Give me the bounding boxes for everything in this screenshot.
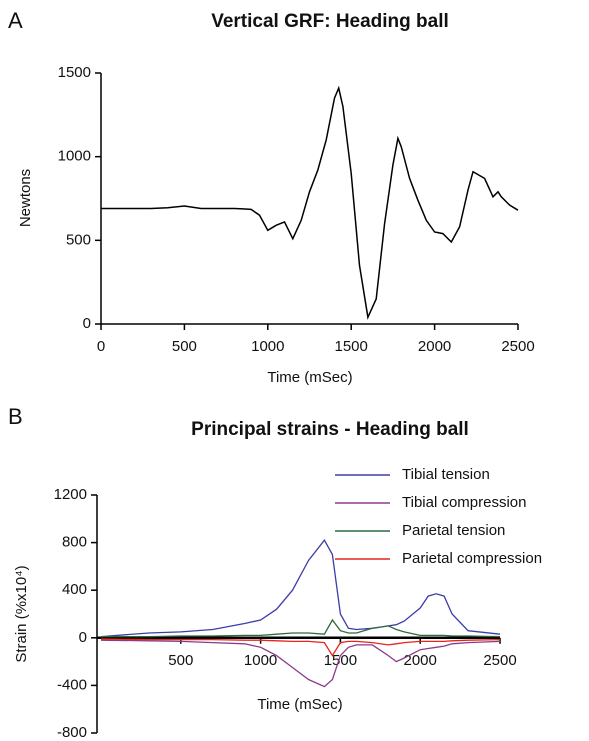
data-line — [100, 639, 501, 688]
y-tick-label: 500 — [66, 231, 91, 248]
chart-title: Principal strains - Heading ball — [191, 419, 469, 440]
data-line — [101, 618, 501, 638]
y-tick-label: 800 — [62, 534, 87, 551]
legend-label: Parietal compression — [402, 550, 542, 567]
y-tick-label: 1500 — [58, 64, 91, 81]
legend-label: Tibial tension — [402, 466, 490, 483]
x-tick-label: 2000 — [404, 652, 437, 669]
x-tick-label: 2500 — [483, 652, 516, 669]
data-line — [101, 85, 519, 320]
x-tick-label: 2000 — [418, 338, 451, 355]
y-tick-label: -800 — [57, 724, 87, 741]
y-axis-label: Newtons — [17, 169, 34, 227]
panel-label: B — [8, 404, 23, 429]
x-tick-label: 0 — [97, 338, 105, 355]
x-tick-label: 1500 — [324, 652, 357, 669]
y-tick-label: -400 — [57, 676, 87, 693]
y-tick-label: 0 — [83, 315, 91, 332]
chart-title: Vertical GRF: Heading ball — [211, 11, 449, 32]
x-axis-label: Time (mSec) — [267, 369, 352, 386]
x-axis-label: Time (mSec) — [257, 696, 342, 713]
panel-label: A — [8, 8, 23, 33]
legend-label: Tibial compression — [402, 494, 527, 511]
x-tick-label: 500 — [172, 338, 197, 355]
x-tick-label: 2500 — [501, 338, 534, 355]
x-tick-label: 1000 — [251, 338, 284, 355]
y-tick-label: 1000 — [58, 148, 91, 165]
y-tick-label: 0 — [79, 629, 87, 646]
y-tick-label: 400 — [62, 581, 87, 598]
data-line — [100, 638, 501, 657]
y-axis-label: Strain (%x10⁴) — [13, 565, 30, 662]
x-tick-label: 500 — [168, 652, 193, 669]
data-line — [100, 539, 501, 638]
y-tick-label: 1200 — [54, 486, 87, 503]
legend-label: Parietal tension — [402, 522, 505, 539]
x-tick-label: 1500 — [335, 338, 368, 355]
x-tick-label: 1000 — [244, 652, 277, 669]
